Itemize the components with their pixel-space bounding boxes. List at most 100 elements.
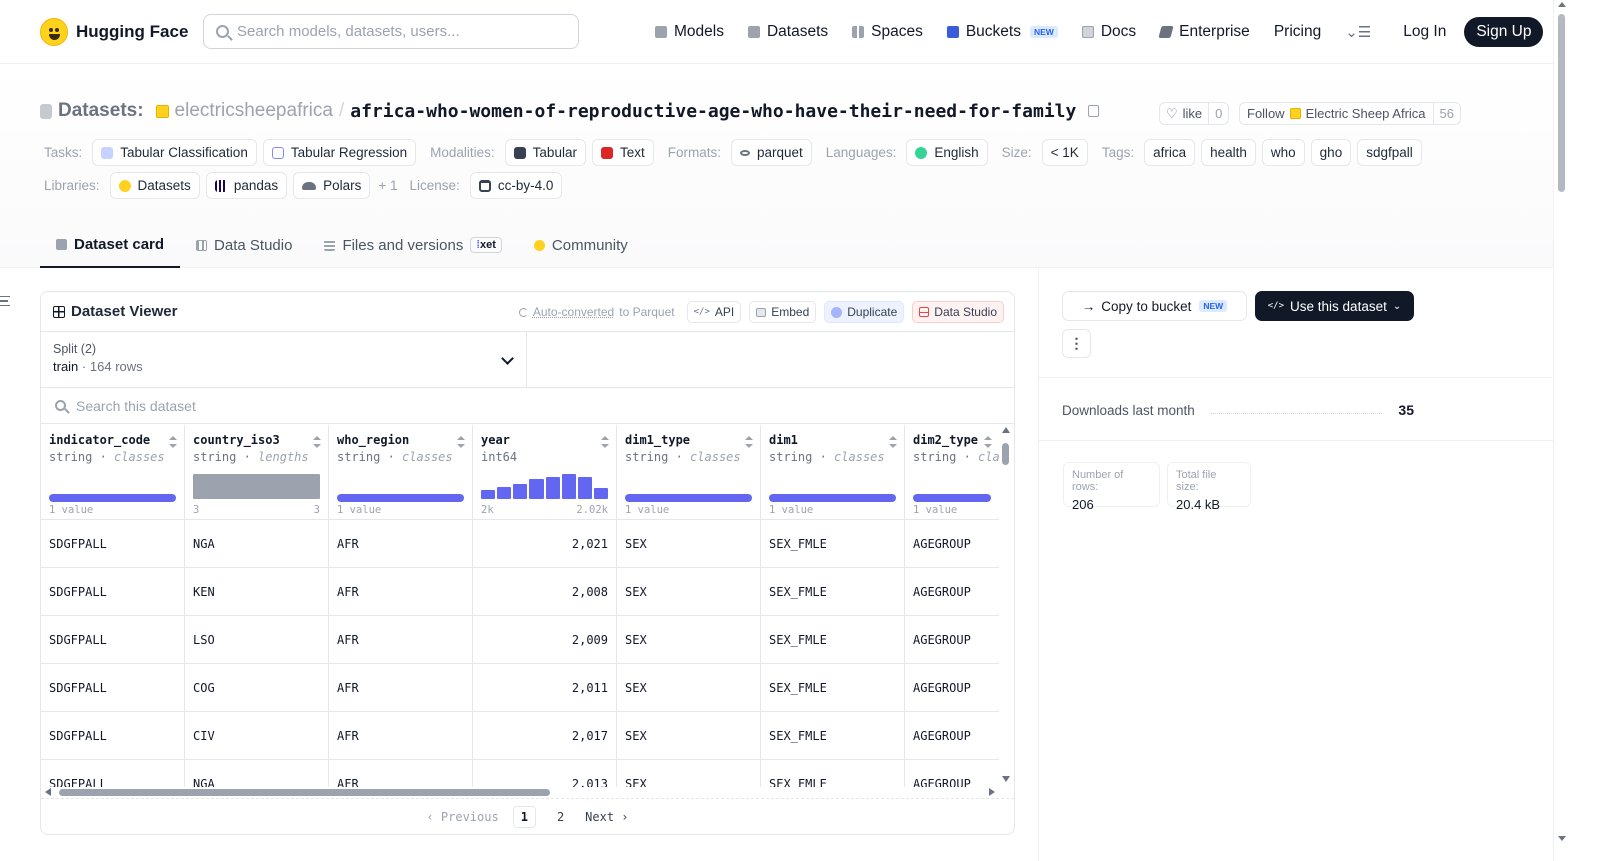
table-cell[interactable]: SEX [617, 616, 760, 664]
histogram-bar[interactable] [545, 476, 560, 499]
length-distribution-bar[interactable] [193, 474, 320, 499]
table-cell[interactable]: 2,017 [473, 712, 616, 760]
tab-community[interactable]: Community [518, 222, 644, 268]
table-cell[interactable]: 2,021 [473, 520, 616, 568]
table-cell[interactable]: SDGFPALL [41, 616, 184, 664]
class-distribution-bar[interactable] [625, 494, 752, 502]
table-cell[interactable]: 2,011 [473, 664, 616, 712]
scroll-down-icon[interactable] [1558, 836, 1566, 841]
table-cell[interactable]: AGEGROUP [905, 712, 999, 760]
table-cell[interactable]: AGEGROUP [905, 760, 999, 788]
modality-text[interactable]: Text [591, 139, 654, 166]
login-button[interactable]: Log In [1403, 23, 1447, 40]
nav-spaces[interactable]: Spaces [852, 23, 923, 41]
tag-gho[interactable]: gho [1310, 139, 1352, 166]
table-cell[interactable]: SEX [617, 568, 760, 616]
more-menu-icon[interactable]: ⌄☰ [1345, 24, 1372, 41]
page-2-button[interactable]: 2 [556, 809, 565, 824]
scroll-down-icon[interactable] [1002, 776, 1010, 782]
table-cell[interactable]: SEX [617, 664, 760, 712]
table-cell[interactable]: SEX_FMLE [761, 568, 904, 616]
license-chip[interactable]: cc-by-4.0 [469, 172, 563, 199]
previous-page-button[interactable]: ‹ Previous [426, 809, 499, 824]
sort-icon[interactable] [984, 436, 992, 448]
column-header[interactable]: indicator_code string · classes 1 value [41, 425, 184, 520]
table-cell[interactable]: AFR [329, 616, 472, 664]
size-chip[interactable]: < 1K [1041, 139, 1088, 166]
tag-africa[interactable]: africa [1144, 139, 1196, 166]
column-header[interactable]: year int64 2k 2.02k [473, 425, 616, 520]
format-parquet[interactable]: parquet [730, 139, 812, 166]
task-tabular-classification[interactable]: Tabular Classification [92, 139, 257, 166]
nav-docs[interactable]: Docs [1081, 23, 1136, 41]
copy-icon[interactable] [1088, 105, 1100, 117]
sort-icon[interactable] [169, 436, 177, 448]
dataset-search-input[interactable]: Search this dataset [41, 388, 1014, 424]
histogram-bar[interactable] [497, 486, 512, 499]
column-header[interactable]: dim1 string · classes 1 value [761, 425, 904, 520]
table-cell[interactable]: AGEGROUP [905, 568, 999, 616]
table-cell[interactable]: SEX_FMLE [761, 712, 904, 760]
follow-button[interactable]: Follow Electric Sheep Africa 56 [1239, 102, 1461, 125]
tab-dataset-card[interactable]: Dataset card [40, 222, 181, 268]
table-cell[interactable]: 2,008 [473, 568, 616, 616]
table-cell[interactable]: 2,013 [473, 760, 616, 788]
signup-button[interactable]: Sign Up [1464, 17, 1544, 47]
libraries-more[interactable]: + 1 [378, 178, 398, 193]
table-cell[interactable]: AFR [329, 664, 472, 712]
auto-converted-link[interactable]: Auto-converted to Parquet [518, 305, 675, 319]
data-studio-button[interactable]: Data Studio [912, 301, 1004, 323]
table-cell[interactable]: NGA [185, 520, 328, 568]
scroll-up-icon[interactable] [1002, 427, 1010, 433]
table-cell[interactable]: SDGFPALL [41, 520, 184, 568]
histogram-bar[interactable] [481, 490, 496, 499]
class-distribution-bar[interactable] [769, 494, 896, 502]
nav-enterprise[interactable]: Enterprise [1158, 23, 1250, 41]
histogram-bar[interactable] [561, 474, 576, 499]
tab-files-and-versions[interactable]: Files and versions ⁞xet [308, 222, 517, 268]
use-this-dataset-button[interactable]: </> Use this dataset ⌄ [1255, 291, 1414, 321]
api-button[interactable]: </> API [686, 301, 742, 323]
task-tabular-regression[interactable]: Tabular Regression [262, 139, 417, 166]
table-cell[interactable]: AFR [329, 712, 472, 760]
sort-icon[interactable] [457, 436, 465, 448]
nav-models[interactable]: Models [655, 23, 724, 41]
org-link[interactable]: electricsheepafrica [174, 100, 333, 121]
library-datasets[interactable]: Datasets [109, 172, 200, 199]
sort-icon[interactable] [313, 436, 321, 448]
table-cell[interactable]: SDGFPALL [41, 568, 184, 616]
horizontal-scrollbar[interactable] [45, 787, 995, 797]
table-cell[interactable]: SDGFPALL [41, 760, 184, 788]
histogram-bar[interactable] [529, 479, 544, 499]
table-cell[interactable]: SEX [617, 760, 760, 788]
table-cell[interactable]: LSO [185, 616, 328, 664]
next-page-button[interactable]: Next › [585, 809, 629, 824]
sort-icon[interactable] [745, 436, 753, 448]
nav-buckets[interactable]: Buckets NEW [946, 23, 1058, 41]
column-header[interactable]: dim1_type string · classes 1 value [617, 425, 760, 520]
table-cell[interactable]: KEN [185, 568, 328, 616]
sort-icon[interactable] [601, 436, 609, 448]
table-cell[interactable]: NGA [185, 760, 328, 788]
table-cell[interactable]: SEX_FMLE [761, 520, 904, 568]
library-polars[interactable]: Polars [293, 172, 371, 199]
table-cell[interactable]: CIV [185, 712, 328, 760]
tag-health[interactable]: health [1201, 139, 1256, 166]
table-cell[interactable]: AFR [329, 760, 472, 788]
table-cell[interactable]: SDGFPALL [41, 664, 184, 712]
table-cell[interactable]: COG [185, 664, 328, 712]
more-options-button[interactable]: ⋮ [1062, 329, 1091, 358]
table-cell[interactable]: SEX [617, 712, 760, 760]
tab-data-studio[interactable]: Data Studio [180, 222, 308, 268]
duplicate-button[interactable]: Duplicate [824, 301, 905, 323]
split-selector[interactable]: Split (2) train · 164 rows [41, 332, 527, 387]
table-cell[interactable]: SEX [617, 520, 760, 568]
table-cell[interactable]: SDGFPALL [41, 712, 184, 760]
like-button[interactable]: ♡ like 0 [1159, 102, 1230, 125]
histogram-bar[interactable] [513, 484, 528, 499]
table-cell[interactable]: AGEGROUP [905, 520, 999, 568]
dataset-name[interactable]: africa-who-women-of-reproductive-age-who… [350, 100, 1077, 122]
scroll-left-icon[interactable] [45, 788, 51, 796]
nav-pricing[interactable]: Pricing [1274, 23, 1321, 41]
